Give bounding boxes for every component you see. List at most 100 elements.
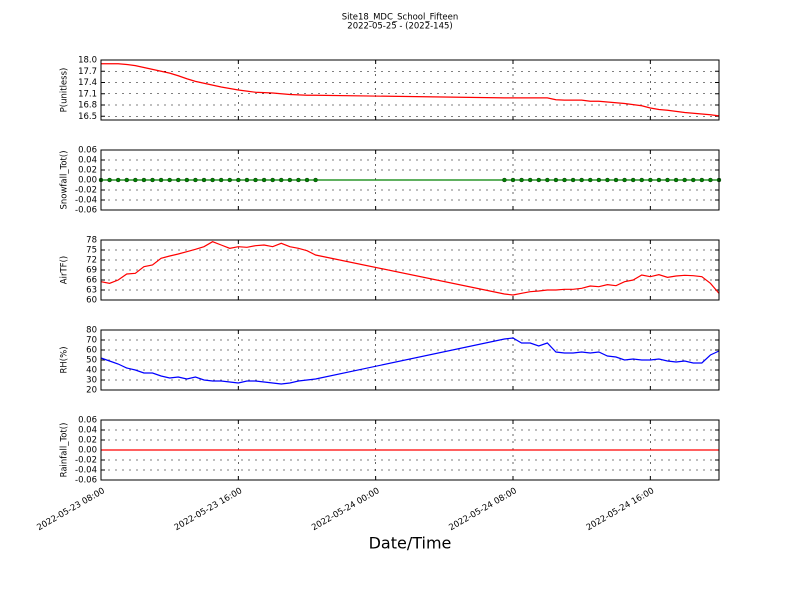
data-point [313, 177, 318, 183]
data-point [184, 177, 189, 183]
y-tick-label: 30 [86, 376, 97, 386]
data-point [158, 177, 164, 183]
data-point [605, 177, 610, 183]
y-tick-label: 20 [86, 386, 97, 396]
data-point [622, 177, 627, 183]
chart-subtitle: 2022-05-25 - (2022-145) [347, 22, 452, 32]
plot-frame [100, 149, 720, 211]
y-tick-label: 75 [86, 246, 97, 256]
y-tick-label: 60 [86, 296, 97, 306]
plot-frame [100, 329, 720, 391]
data-point [570, 177, 576, 183]
data-point [665, 177, 670, 183]
data-point [673, 177, 679, 183]
data-point [562, 177, 567, 183]
y-axis-label: RH(%) [60, 346, 70, 373]
data-point [708, 177, 713, 183]
x-tick-label: 2022-05-23 08:00 [35, 486, 106, 533]
y-tick-label: 0.00 [78, 446, 97, 456]
data-point [107, 177, 112, 183]
y-tick-label: 63 [86, 286, 97, 296]
y-axis-label: Snowfall_Tot() [60, 150, 70, 209]
data-point [639, 177, 644, 183]
x-axis-label: Date/Time [369, 534, 452, 553]
data-point [167, 177, 172, 183]
data-point [176, 177, 181, 183]
y-tick-label: 16.5 [78, 112, 97, 122]
y-tick-label: 0.04 [78, 426, 97, 436]
data-point [502, 177, 507, 183]
y-tick-label: 0.02 [78, 166, 97, 176]
data-point [682, 177, 687, 183]
data-point [287, 177, 292, 183]
x-tick-label: 2022-05-24 08:00 [447, 486, 518, 533]
data-point [553, 177, 559, 183]
data-point [116, 177, 121, 183]
data-point [236, 177, 241, 183]
x-tick-label: 2022-05-23 16:00 [173, 486, 244, 533]
y-tick-label: 0.06 [78, 146, 97, 156]
y-tick-label: 72 [86, 256, 97, 266]
data-point [261, 177, 267, 183]
data-point [579, 177, 584, 183]
data-point [244, 177, 250, 183]
data-point [279, 177, 284, 183]
y-axis-label: Rainfall_Tot() [60, 423, 70, 478]
y-tick-label: -0.06 [75, 206, 97, 216]
y-tick-label: 0.06 [78, 416, 97, 426]
data-point [150, 177, 155, 183]
data-line [100, 337, 720, 385]
data-point [227, 177, 232, 183]
data-point [648, 177, 653, 183]
data-point [253, 177, 258, 183]
y-tick-label: -0.02 [75, 456, 97, 466]
data-point [519, 177, 524, 183]
x-tick-label: 2022-05-24 16:00 [585, 486, 656, 533]
y-tick-label: 16.8 [78, 101, 97, 111]
data-point [536, 177, 541, 183]
y-tick-label: 80 [86, 326, 97, 336]
data-line [100, 241, 720, 296]
data-point [124, 177, 129, 183]
data-point [699, 177, 704, 183]
data-point [691, 177, 696, 183]
data-point [528, 177, 533, 183]
y-axis-label: P(unitless) [60, 68, 70, 113]
y-tick-label: 17.7 [78, 67, 97, 77]
plot-frame [100, 239, 720, 301]
data-line [101, 63, 720, 117]
data-point [193, 177, 198, 183]
data-point [596, 177, 601, 183]
y-tick-label: -0.02 [75, 186, 97, 196]
data-point [613, 177, 619, 183]
y-tick-label: 69 [86, 266, 97, 276]
data-point [545, 177, 550, 183]
plot-frame [100, 59, 720, 121]
data-point [141, 177, 147, 183]
data-point [210, 177, 215, 183]
data-point [270, 177, 275, 183]
data-point [296, 177, 301, 183]
data-point [510, 177, 516, 183]
y-tick-label: 60 [86, 346, 97, 356]
chart-title: Site18_MDC_School_Fifteen [342, 13, 459, 23]
y-tick-label: 70 [86, 336, 97, 346]
data-point [201, 177, 207, 183]
y-tick-label: 0.00 [78, 176, 97, 186]
y-tick-label: 78 [86, 236, 97, 246]
y-tick-label: 17.1 [78, 89, 97, 99]
y-tick-label: 0.02 [78, 436, 97, 446]
y-tick-label: 18.0 [78, 56, 97, 66]
y-tick-label: 0.04 [78, 156, 97, 166]
data-point [219, 177, 224, 183]
y-tick-label: -0.04 [75, 196, 97, 206]
x-tick-label: 2022-05-24 00:00 [310, 486, 381, 533]
data-point [656, 177, 662, 183]
data-point [304, 177, 310, 183]
y-tick-label: 17.4 [78, 78, 97, 88]
y-tick-label: -0.04 [75, 466, 97, 476]
y-tick-label: 50 [86, 356, 97, 366]
data-point [588, 177, 593, 183]
